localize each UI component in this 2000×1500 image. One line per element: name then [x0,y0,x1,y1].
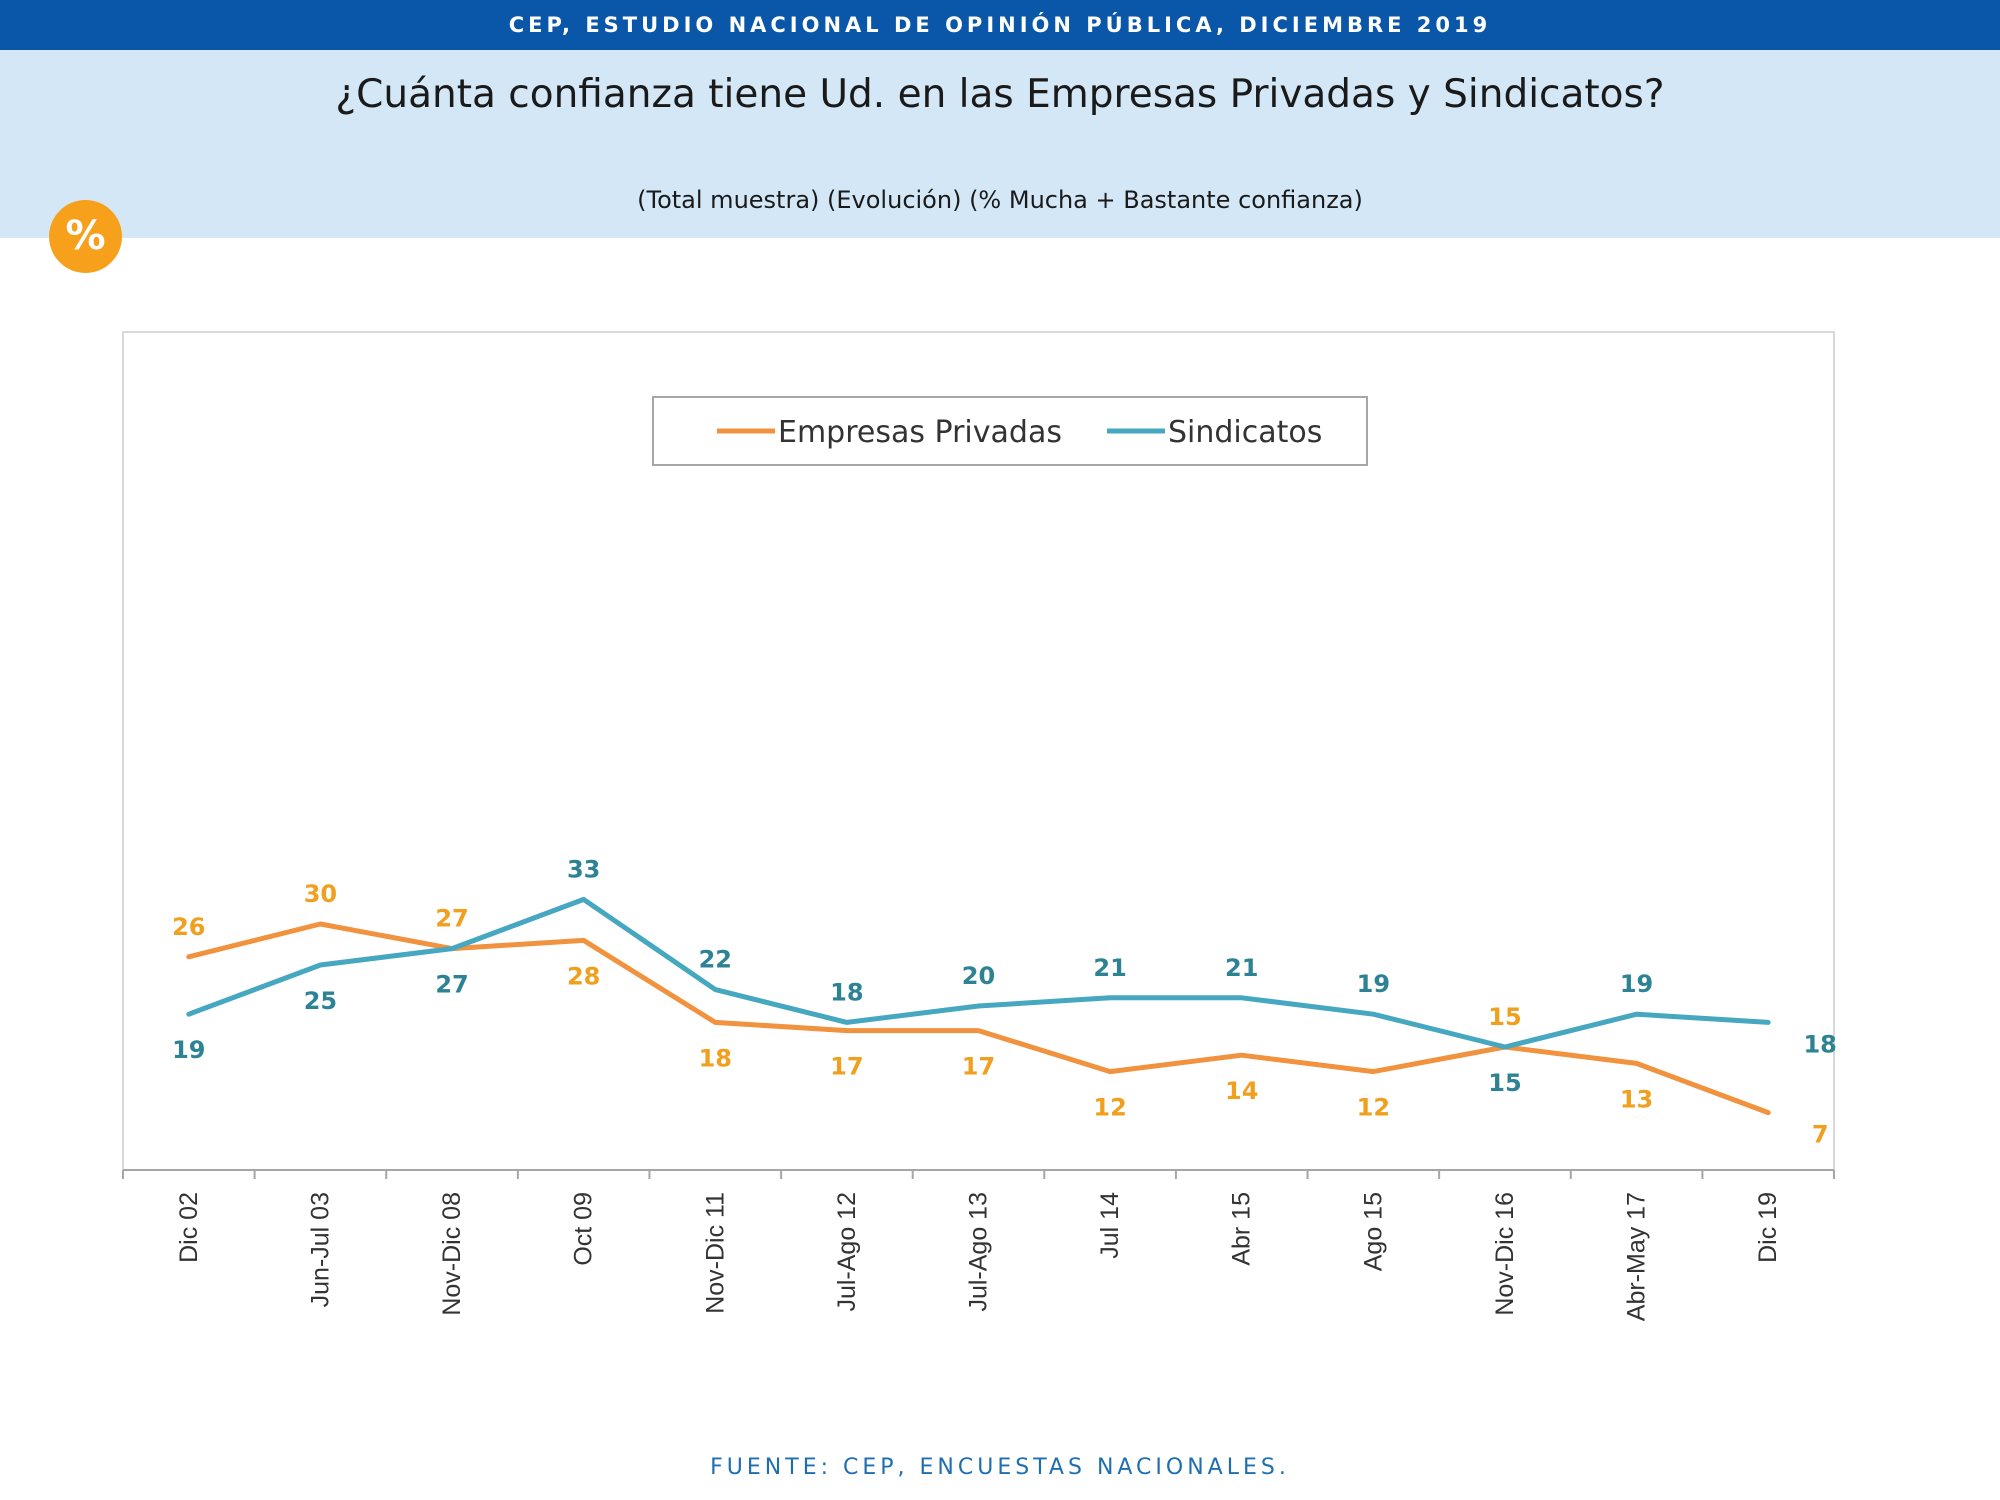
data-label-sindicatos: 18 [830,978,863,1006]
data-label-empresas: 26 [172,913,205,941]
percent-badge-icon: % [49,200,122,273]
footer-source: FUENTE: CEP, ENCUESTAS NACIONALES. [710,1455,1290,1480]
series-lines [186,896,1771,1116]
series-line-sindicatos [186,896,1771,1050]
data-label-empresas: 30 [304,880,337,908]
title-band [0,50,2000,238]
x-tick-label: Nov-Dic 16 [1491,1192,1519,1316]
data-label-empresas: 7 [1812,1121,1829,1149]
x-tick-label: Oct 09 [570,1192,598,1266]
data-label-sindicatos: 19 [1620,970,1653,998]
data-label-sindicatos: 15 [1488,1069,1521,1097]
data-label-sindicatos: 19 [172,1036,205,1064]
x-tick-label: Jul 14 [1096,1192,1124,1259]
x-tick-label: Dic 19 [1754,1192,1782,1263]
x-tick-label: Jun-Jul 03 [306,1192,334,1307]
data-label-empresas: 17 [830,1053,863,1081]
data-label-sindicatos: 25 [304,987,337,1015]
chart-title: ¿Cuánta confianza tiene Ud. en las Empre… [335,72,1665,117]
data-labels: 26 19 30 25 27 27 28 33 18 22 17 18 17 20 12 21 14 21 12 19… [172,855,1837,1148]
x-tick-label: Abr 15 [1228,1192,1256,1266]
data-label-sindicatos: 20 [962,962,995,990]
x-tick-label: Jul-Ago 12 [833,1192,861,1312]
x-tick-labels: Dic 02 Jun-Jul 03 Nov-Dic 08 Oct 09 Nov-Dic … [175,1192,1782,1321]
legend: Empresas Privadas Sindicatos [652,396,1368,466]
data-label-empresas: 12 [1357,1094,1390,1122]
x-tick-label: Abr-May 17 [1623,1192,1651,1321]
x-tick-label: Dic 02 [175,1192,203,1263]
data-label-sindicatos: 22 [699,946,732,974]
x-tick-label: Nov-Dic 11 [701,1192,729,1314]
chart-subtitle: (Total muestra) (Evolución) (% Mucha + B… [637,186,1363,214]
data-label-sindicatos: 19 [1357,970,1390,998]
data-label-empresas: 27 [435,905,468,933]
data-label-sindicatos: 18 [1803,1030,1836,1058]
data-label-empresas: 14 [1225,1077,1258,1105]
data-label-empresas: 17 [962,1053,995,1081]
data-label-sindicatos: 21 [1225,954,1258,982]
data-label-empresas: 12 [1093,1094,1126,1122]
legend-label-empresas: Empresas Privadas [778,415,1062,450]
x-tick-label: Ago 15 [1359,1192,1387,1271]
data-label-sindicatos: 21 [1093,954,1126,982]
data-label-empresas: 15 [1488,1003,1521,1031]
x-tick-label: Nov-Dic 08 [438,1192,466,1316]
data-label-empresas: 28 [567,962,600,990]
x-ticks [122,1170,1835,1179]
data-label-sindicatos: 33 [567,855,600,883]
line-chart: Dic 02 Jun-Jul 03 Nov-Dic 08 Oct 09 Nov-Dic … [122,331,1837,1321]
x-tick-label: Jul-Ago 13 [965,1192,993,1312]
source-banner: CEP, ESTUDIO NACIONAL DE OPINIÓN PÚBLICA… [0,0,2000,50]
data-label-empresas: 18 [699,1044,732,1072]
legend-label-sindicatos: Sindicatos [1168,415,1322,450]
data-label-sindicatos: 27 [435,971,468,999]
data-label-empresas: 13 [1620,1085,1653,1113]
